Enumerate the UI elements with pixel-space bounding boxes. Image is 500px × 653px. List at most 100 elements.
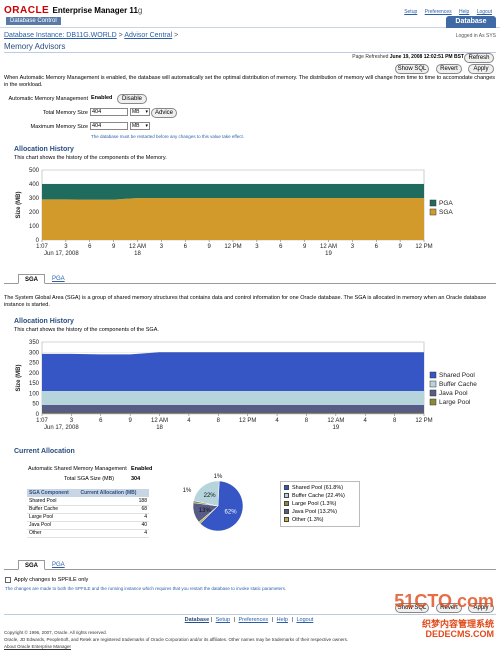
series-area-large-pool xyxy=(42,413,424,414)
x-tick-label: 9 xyxy=(112,244,116,250)
show-sql-button[interactable]: Show SQL xyxy=(395,64,429,74)
memory-allocation-chart: 0 100 200 300 400 500 Size (MB) 1:07 3 6 9 12 AM 3 6 9… xyxy=(16,168,453,257)
refreshed-timestamp: June 19, 2008 12:02:51 PM BST xyxy=(389,54,464,60)
y-tick-label: 150 xyxy=(29,381,40,387)
x-tick-label: 3 xyxy=(70,418,74,424)
advice-button[interactable]: Advice xyxy=(151,108,177,118)
about-link[interactable]: About Oracle Enterprise Manager xyxy=(4,644,72,649)
legend-swatch xyxy=(429,398,437,406)
legend-swatch xyxy=(284,517,289,522)
restart-hint: The database must be restarted before an… xyxy=(91,134,245,139)
link-preferences[interactable]: Preferences xyxy=(424,9,452,15)
footer-divider xyxy=(4,614,496,615)
tab-sga[interactable]: SGA xyxy=(18,560,46,570)
y-axis-label: Size (MB) xyxy=(16,364,22,391)
x-tick-label: 9 xyxy=(303,244,307,250)
link-help[interactable]: Help xyxy=(459,9,470,15)
series-area-shared-pool xyxy=(42,352,424,391)
legend-label: Large Pool (1.3%) xyxy=(292,501,337,507)
sga-allocation-history-desc: This chart shows the history of the comp… xyxy=(14,327,159,333)
x-tick-label: 1:07 xyxy=(36,418,48,424)
y-tick-label: 250 xyxy=(29,361,40,367)
x-tick-label: 1:07 xyxy=(36,244,48,250)
legend-swatch xyxy=(429,371,437,379)
y-tick-label: 0 xyxy=(36,412,40,418)
column-header-component: SGA Component xyxy=(27,489,79,497)
header: ORACLE Enterprise Manager 11g Database C… xyxy=(0,0,500,28)
column-header-allocation: Current Allocation (MB) xyxy=(78,489,149,497)
x-tick-label: 12 PM xyxy=(415,244,432,250)
component-size: 188 xyxy=(78,497,149,506)
x-tick-label: 8 xyxy=(393,418,397,424)
title-divider xyxy=(4,52,496,53)
max-memory-input[interactable]: 404 xyxy=(90,122,128,130)
allocation-history-title: Allocation History xyxy=(14,146,74,153)
series-area-java-pool xyxy=(42,404,424,414)
breadcrumb-advisor-central[interactable]: Advisor Central xyxy=(124,32,173,39)
oracle-logo: ORACLE Enterprise Manager 11g xyxy=(4,5,143,16)
component-name: Shared Pool xyxy=(27,497,79,506)
apply-button[interactable]: Apply xyxy=(468,603,494,613)
asmm-status: Enabled xyxy=(131,466,153,472)
y-tick-label: 400 xyxy=(29,182,40,188)
sga-allocation-chart: 0 50 100 150 200 250 300 350 Size (MB) 1:07 3 6 9 12 … xyxy=(16,340,477,431)
revert-button[interactable]: Revert xyxy=(436,603,462,613)
x-tick-label: 9 xyxy=(398,244,402,250)
sga-allocation-history-title: Allocation History xyxy=(14,318,74,325)
legend-swatch xyxy=(284,493,289,498)
total-memory-unit-select[interactable]: MB ▾ xyxy=(130,108,150,116)
sga-pie-chart: 62% 1% 13% 1% 22% xyxy=(183,474,244,532)
footer-link-setup[interactable]: Setup xyxy=(215,617,231,623)
x-date-label: 18 xyxy=(134,251,141,257)
legend-label: Java Pool (13.2%) xyxy=(292,509,337,515)
series-area-pga xyxy=(42,184,424,200)
refresh-button[interactable]: Refresh xyxy=(464,53,494,63)
x-tick-label: 3 xyxy=(160,244,164,250)
tab-pga[interactable]: PGA xyxy=(52,562,65,568)
refreshed-label: Page Refreshed xyxy=(352,54,389,60)
x-tick-label: 4 xyxy=(187,418,191,424)
copyright: Copyright © 1996, 2007, Oracle. All righ… xyxy=(4,630,107,635)
breadcrumb-instance[interactable]: Database Instance: DB11G.WORLD xyxy=(4,32,117,39)
max-memory-unit: MB xyxy=(132,123,140,129)
watermark-line2: DEDECMS.COM xyxy=(425,629,494,639)
tab-sga[interactable]: SGA xyxy=(18,274,46,284)
y-tick-label: 350 xyxy=(29,340,40,346)
x-tick-label: 9 xyxy=(128,418,132,424)
table-row: Large Pool 4 xyxy=(27,513,149,522)
pie-legend-item: Java Pool (13.2%) xyxy=(284,508,356,516)
link-setup[interactable]: Setup xyxy=(404,9,418,15)
apply-button[interactable]: Apply xyxy=(468,64,494,74)
table-row: Java Pool 40 xyxy=(27,521,149,530)
x-tick-label: 6 xyxy=(279,244,283,250)
spfile-checkbox[interactable] xyxy=(5,577,11,583)
component-size: 68 xyxy=(78,505,149,514)
allocation-history-desc: This chart shows the history of the comp… xyxy=(14,155,167,161)
memory-tabs: SGA PGA xyxy=(4,274,496,284)
legend-swatch xyxy=(429,380,437,388)
show-sql-button[interactable]: Show SQL xyxy=(395,603,429,613)
pie-legend-item: Other (1.3%) xyxy=(284,516,356,524)
y-tick-label: 0 xyxy=(36,238,40,244)
x-tick-label: 12 AM xyxy=(320,244,337,250)
total-memory-input[interactable]: 404 xyxy=(90,108,128,116)
watermark-line1: 织梦内容管理系统 xyxy=(421,619,494,629)
footer-links: Database | Setup | Preferences | Help | … xyxy=(184,617,314,623)
footer-link-preferences[interactable]: Preferences xyxy=(238,617,269,623)
footer-link-help[interactable]: Help xyxy=(276,617,288,623)
revert-button[interactable]: Revert xyxy=(436,64,462,74)
tab-pga[interactable]: PGA xyxy=(52,276,65,282)
breadcrumb-separator: > xyxy=(174,32,179,39)
footer-link-logout[interactable]: Logout xyxy=(296,617,314,623)
link-logout[interactable]: Logout xyxy=(476,9,492,15)
y-tick-label: 300 xyxy=(29,196,40,202)
footer-link-database[interactable]: Database xyxy=(184,617,210,623)
component-name: Java Pool xyxy=(27,521,79,530)
x-tick-label: 6 xyxy=(184,244,188,250)
tab-database[interactable]: Database xyxy=(446,16,496,28)
disable-button[interactable]: Disable xyxy=(117,94,147,104)
max-memory-unit-select[interactable]: MB ▾ xyxy=(130,122,150,130)
x-tick-label: 12 AM xyxy=(327,418,344,424)
legend-label: Shared Pool xyxy=(439,372,475,379)
component-name: Large Pool xyxy=(27,513,79,522)
